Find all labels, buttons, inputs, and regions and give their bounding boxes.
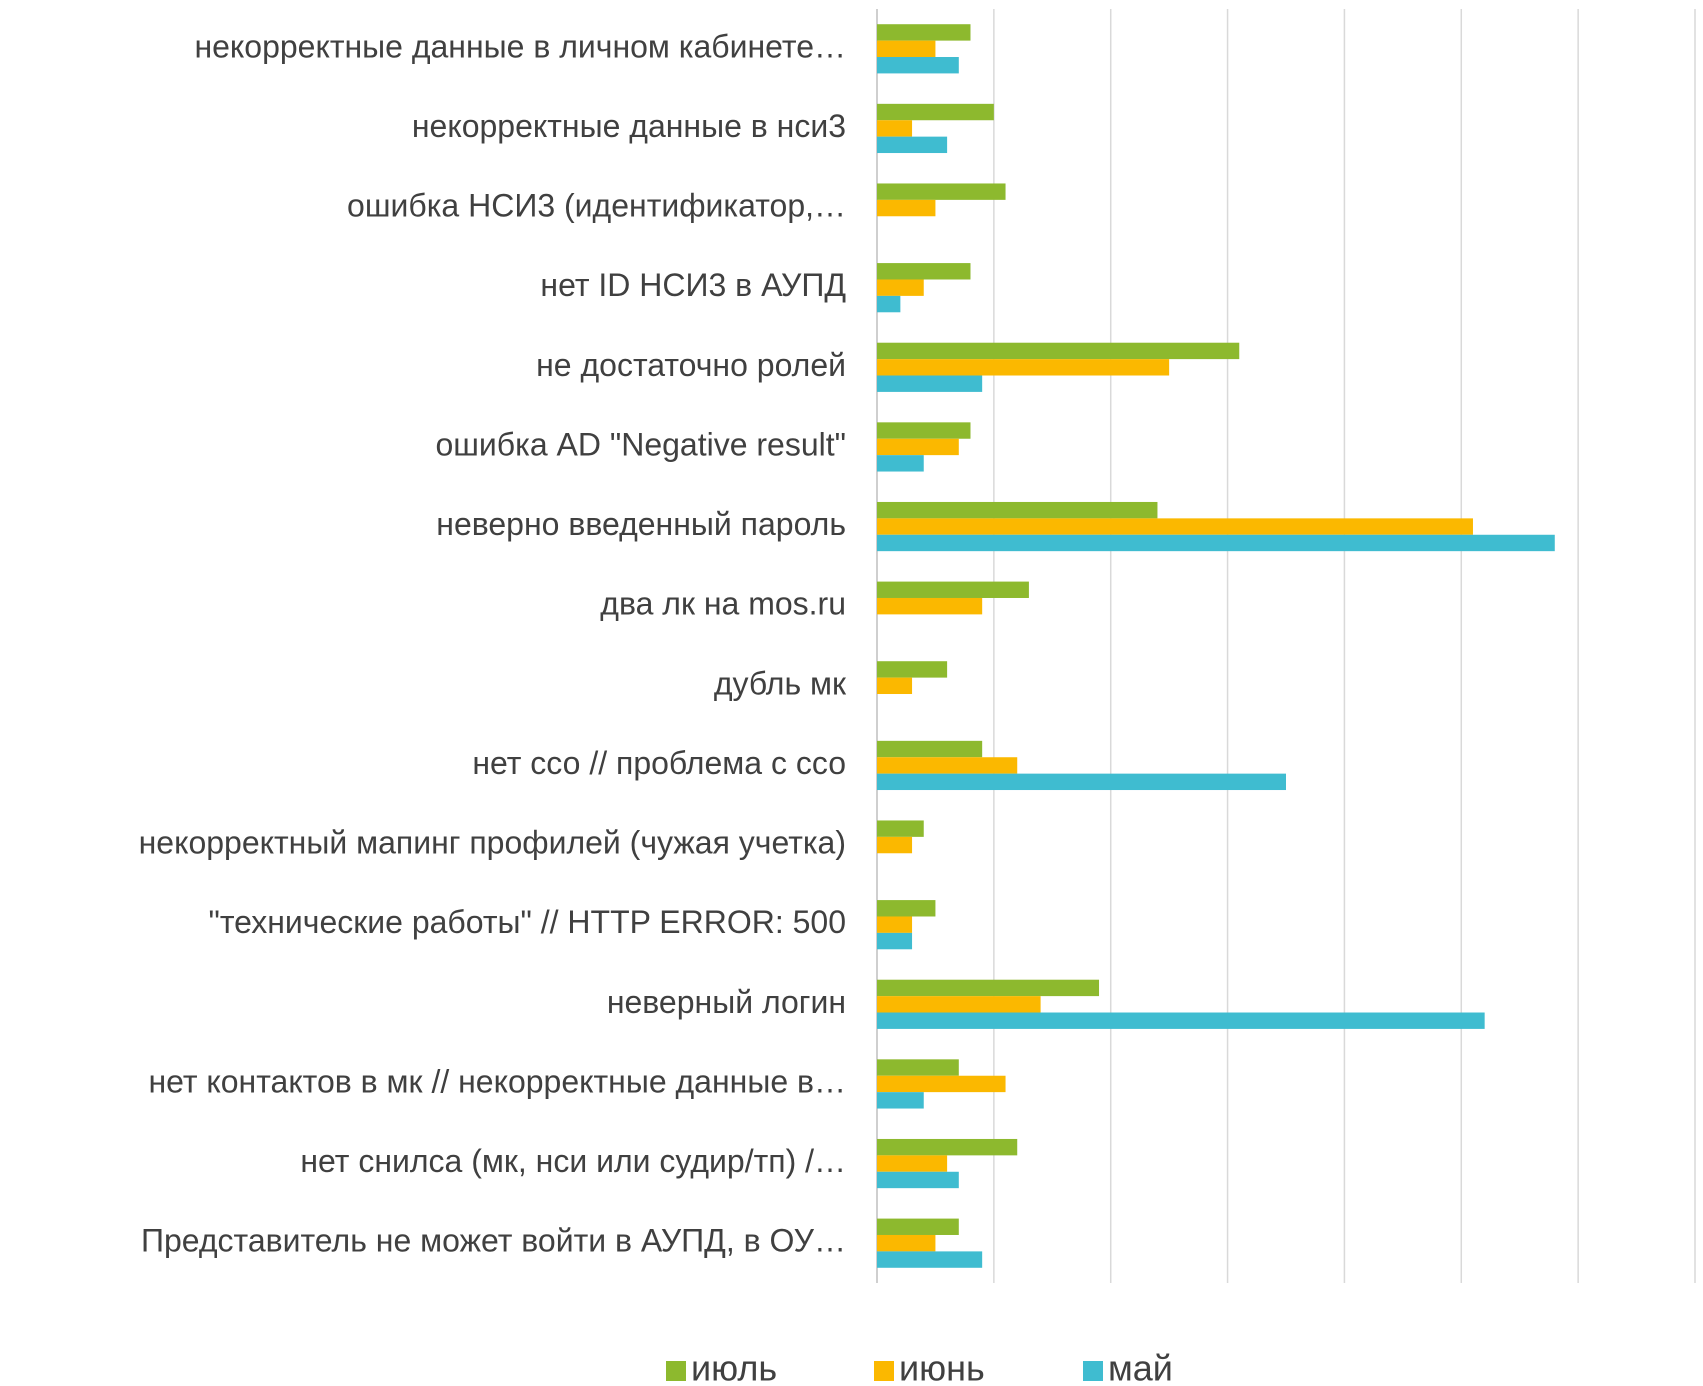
bar xyxy=(877,40,936,58)
y-tick-label: дубль мк xyxy=(714,665,847,701)
bar xyxy=(877,900,936,917)
bar xyxy=(877,1218,959,1235)
bar xyxy=(877,740,983,758)
bar xyxy=(877,359,1170,376)
bar xyxy=(877,57,959,74)
y-tick-label: Представитель не может войти в АУПД, в О… xyxy=(141,1223,846,1259)
y-tick-label: два лк на mos.ru xyxy=(600,586,846,622)
bar xyxy=(877,263,971,280)
bar xyxy=(877,422,971,439)
bar xyxy=(877,1251,983,1268)
y-tick-label: некорректные данные в личном кабинете… xyxy=(194,28,846,64)
bar xyxy=(877,1234,936,1252)
bar xyxy=(877,1092,924,1109)
y-tick-label: ошибка AD "Negative result" xyxy=(435,426,846,462)
bar xyxy=(877,996,1041,1013)
bar xyxy=(877,136,948,154)
y-tick-label: нет снилса (мк, нси или судир/тп) /… xyxy=(300,1143,846,1179)
bar xyxy=(877,375,983,392)
bar xyxy=(877,342,1240,360)
bar xyxy=(877,534,1555,552)
bar xyxy=(877,677,913,695)
legend-label: май xyxy=(1108,1348,1173,1386)
bar xyxy=(877,518,1473,535)
bar xyxy=(877,757,1018,774)
y-tick-label: нет контактов в мк // некорректные данны… xyxy=(148,1063,846,1099)
y-tick-label: ошибка НСИ3 (идентификатор,… xyxy=(347,188,846,224)
bar xyxy=(877,932,913,950)
bar xyxy=(877,597,983,615)
y-tick-label: некорректные данные в нси3 xyxy=(412,108,846,144)
bar xyxy=(877,24,971,41)
bar xyxy=(877,836,913,854)
bar xyxy=(877,199,936,217)
bar xyxy=(877,581,1029,598)
y-tick-label: не достаточно ролей xyxy=(536,347,846,383)
y-tick-label: неверно введенный пароль xyxy=(436,506,846,542)
bar xyxy=(877,916,913,933)
bar xyxy=(877,501,1158,519)
bar xyxy=(877,120,913,137)
legend-swatch xyxy=(874,1361,894,1381)
y-tick-label: нет ссо // проблема с ссо xyxy=(472,745,846,781)
bar xyxy=(877,455,924,472)
bar xyxy=(877,661,948,678)
bar xyxy=(877,979,1100,997)
bar xyxy=(877,820,924,837)
y-tick-label: некорректный мапинг профилей (чужая учет… xyxy=(139,825,846,861)
bar xyxy=(877,1155,948,1172)
bar xyxy=(877,103,994,121)
bar xyxy=(877,1075,1006,1093)
legend-swatch xyxy=(666,1361,686,1381)
bar xyxy=(877,1012,1485,1029)
bar xyxy=(877,1138,1018,1156)
bar xyxy=(877,1171,959,1189)
bar xyxy=(877,183,1006,200)
y-tick-label: неверный логин xyxy=(607,984,846,1020)
legend-label: июль xyxy=(691,1348,777,1386)
bar xyxy=(877,1059,959,1076)
y-tick-label: нет ID НСИ3 в АУПД xyxy=(540,267,846,303)
bar xyxy=(877,438,959,456)
bar xyxy=(877,279,924,296)
bar xyxy=(877,295,901,313)
legend-label: июнь xyxy=(899,1348,985,1386)
y-tick-label: "технические работы" // HTTP ERROR: 500 xyxy=(208,904,846,940)
legend-swatch xyxy=(1083,1361,1103,1381)
bar xyxy=(877,773,1286,791)
